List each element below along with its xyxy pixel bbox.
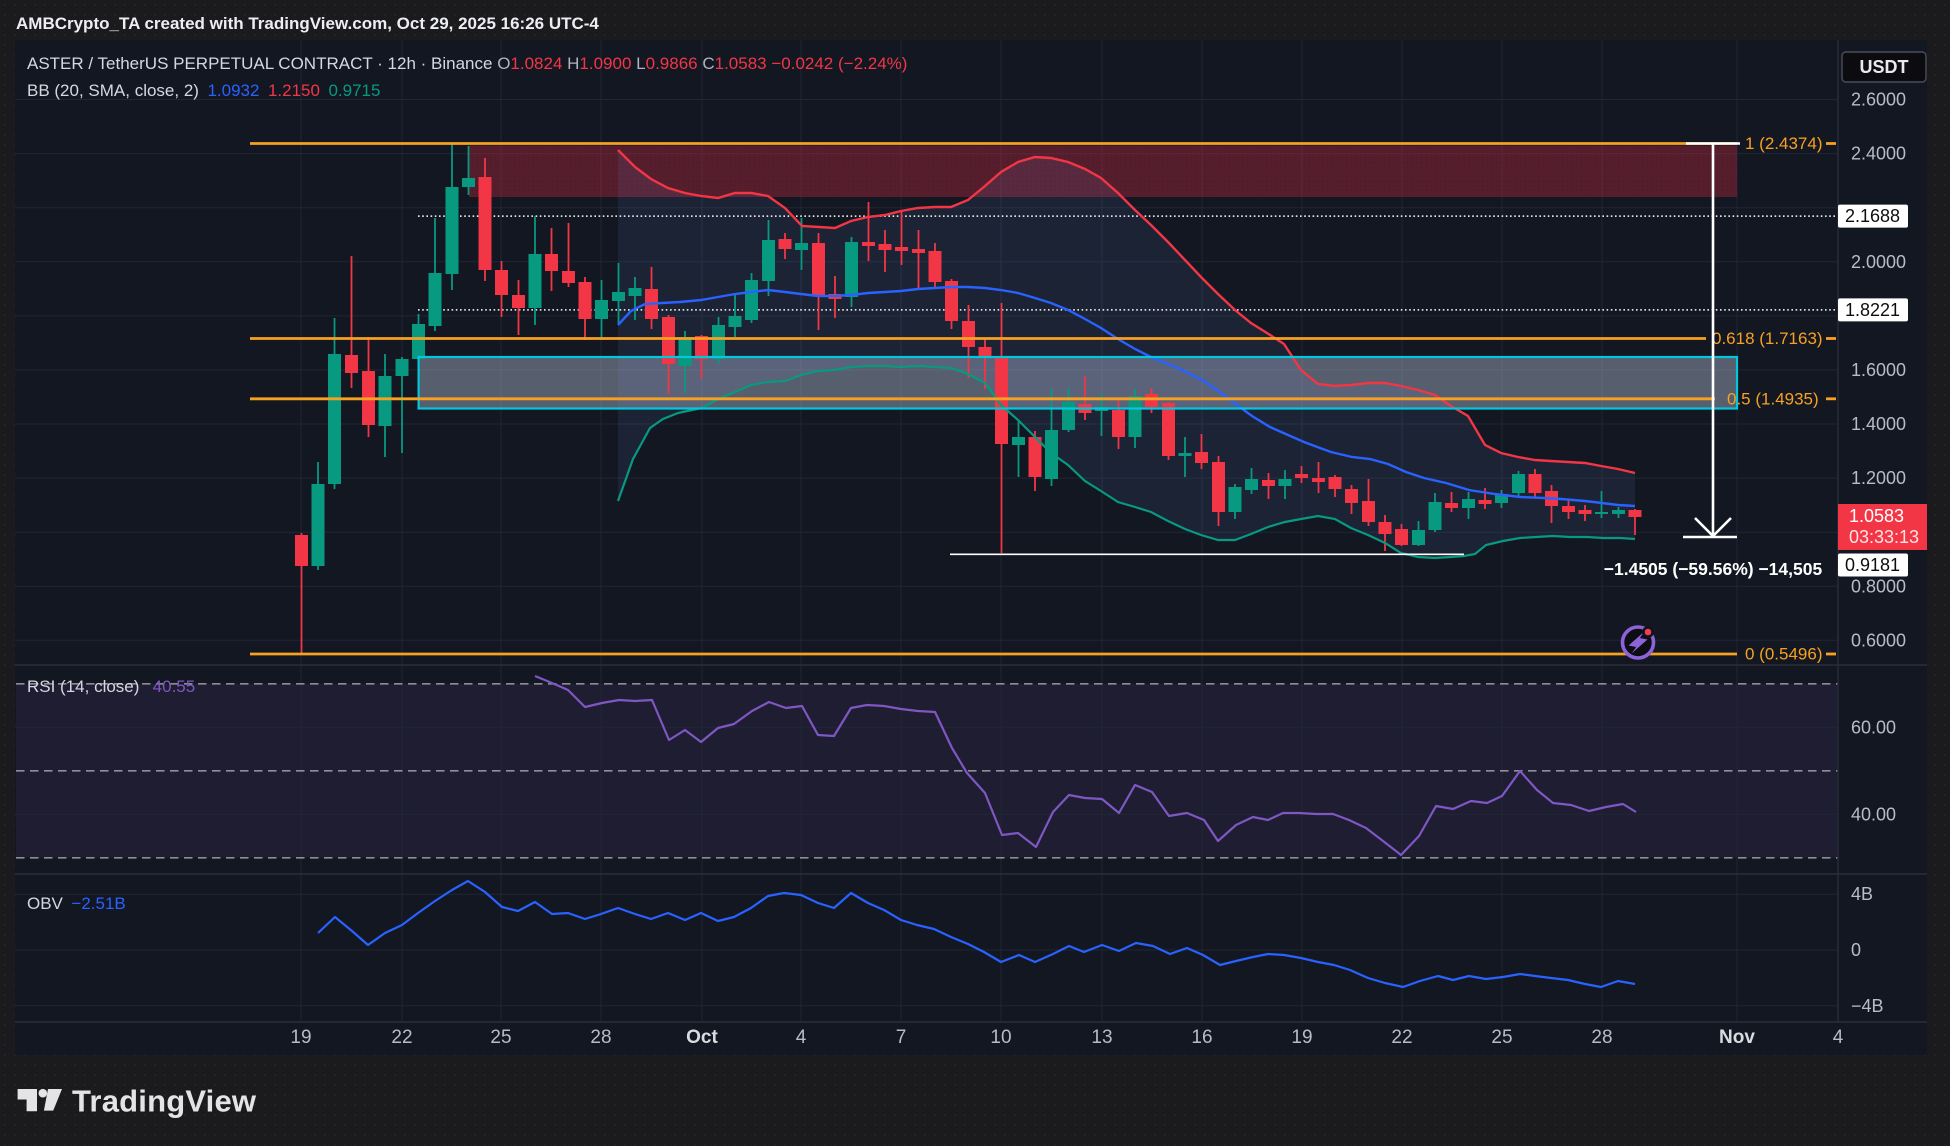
svg-text:4: 4: [1833, 1027, 1844, 1048]
svg-text:28: 28: [590, 1027, 611, 1048]
svg-text:4: 4: [796, 1027, 807, 1048]
svg-text:1.0583: 1.0583: [1849, 506, 1904, 526]
svg-text:OBV −2.51B: OBV −2.51B: [27, 894, 126, 913]
svg-text:2.0000: 2.0000: [1851, 252, 1906, 272]
svg-text:0 (0.5496): 0 (0.5496): [1745, 645, 1823, 664]
svg-text:Oct: Oct: [686, 1027, 718, 1048]
svg-text:BB (20, SMA, close, 2) 1.0932: BB (20, SMA, close, 2) 1.0932 1.2150 0.9…: [27, 81, 380, 100]
svg-text:2.6000: 2.6000: [1851, 90, 1906, 110]
svg-text:1.8221: 1.8221: [1845, 300, 1900, 320]
svg-text:10: 10: [990, 1027, 1011, 1048]
svg-text:USDT: USDT: [1860, 57, 1909, 77]
svg-text:AMBCrypto_TA created with Trad: AMBCrypto_TA created with TradingView.co…: [16, 14, 599, 33]
svg-text:ASTER / TetherUS PERPETUAL CON: ASTER / TetherUS PERPETUAL CONTRACT · 12…: [27, 54, 907, 73]
svg-text:TradingView: TradingView: [72, 1084, 257, 1119]
svg-text:40.00: 40.00: [1851, 804, 1896, 824]
svg-text:4B: 4B: [1851, 884, 1873, 904]
svg-text:−4B: −4B: [1851, 996, 1884, 1016]
svg-text:28: 28: [1591, 1027, 1612, 1048]
svg-text:13: 13: [1091, 1027, 1112, 1048]
svg-text:2.4000: 2.4000: [1851, 144, 1906, 164]
svg-text:0.6000: 0.6000: [1851, 630, 1906, 650]
svg-text:1.2000: 1.2000: [1851, 468, 1906, 488]
svg-text:1.4000: 1.4000: [1851, 414, 1906, 434]
svg-text:0.618 (1.7163): 0.618 (1.7163): [1712, 329, 1823, 348]
svg-text:16: 16: [1191, 1027, 1212, 1048]
svg-text:1.6000: 1.6000: [1851, 360, 1906, 380]
svg-text:Nov: Nov: [1719, 1027, 1755, 1048]
svg-text:22: 22: [391, 1027, 412, 1048]
svg-text:22: 22: [1391, 1027, 1412, 1048]
svg-text:0.9181: 0.9181: [1845, 555, 1900, 575]
svg-text:0.8000: 0.8000: [1851, 576, 1906, 596]
svg-text:19: 19: [290, 1027, 311, 1048]
svg-text:2.1688: 2.1688: [1845, 206, 1900, 226]
svg-text:0.5 (1.4935): 0.5 (1.4935): [1727, 389, 1819, 408]
svg-text:7: 7: [896, 1027, 907, 1048]
svg-text:0: 0: [1851, 940, 1861, 960]
svg-text:25: 25: [1491, 1027, 1512, 1048]
svg-text:19: 19: [1291, 1027, 1312, 1048]
svg-text:1 (2.4374): 1 (2.4374): [1745, 134, 1823, 153]
svg-text:25: 25: [490, 1027, 511, 1048]
svg-text:−1.4505 (−59.56%) −14,505: −1.4505 (−59.56%) −14,505: [1604, 559, 1823, 579]
svg-text:60.00: 60.00: [1851, 717, 1896, 737]
svg-text:03:33:13: 03:33:13: [1849, 527, 1919, 547]
svg-text:RSI (14, close) 40.55: RSI (14, close) 40.55: [27, 677, 195, 696]
